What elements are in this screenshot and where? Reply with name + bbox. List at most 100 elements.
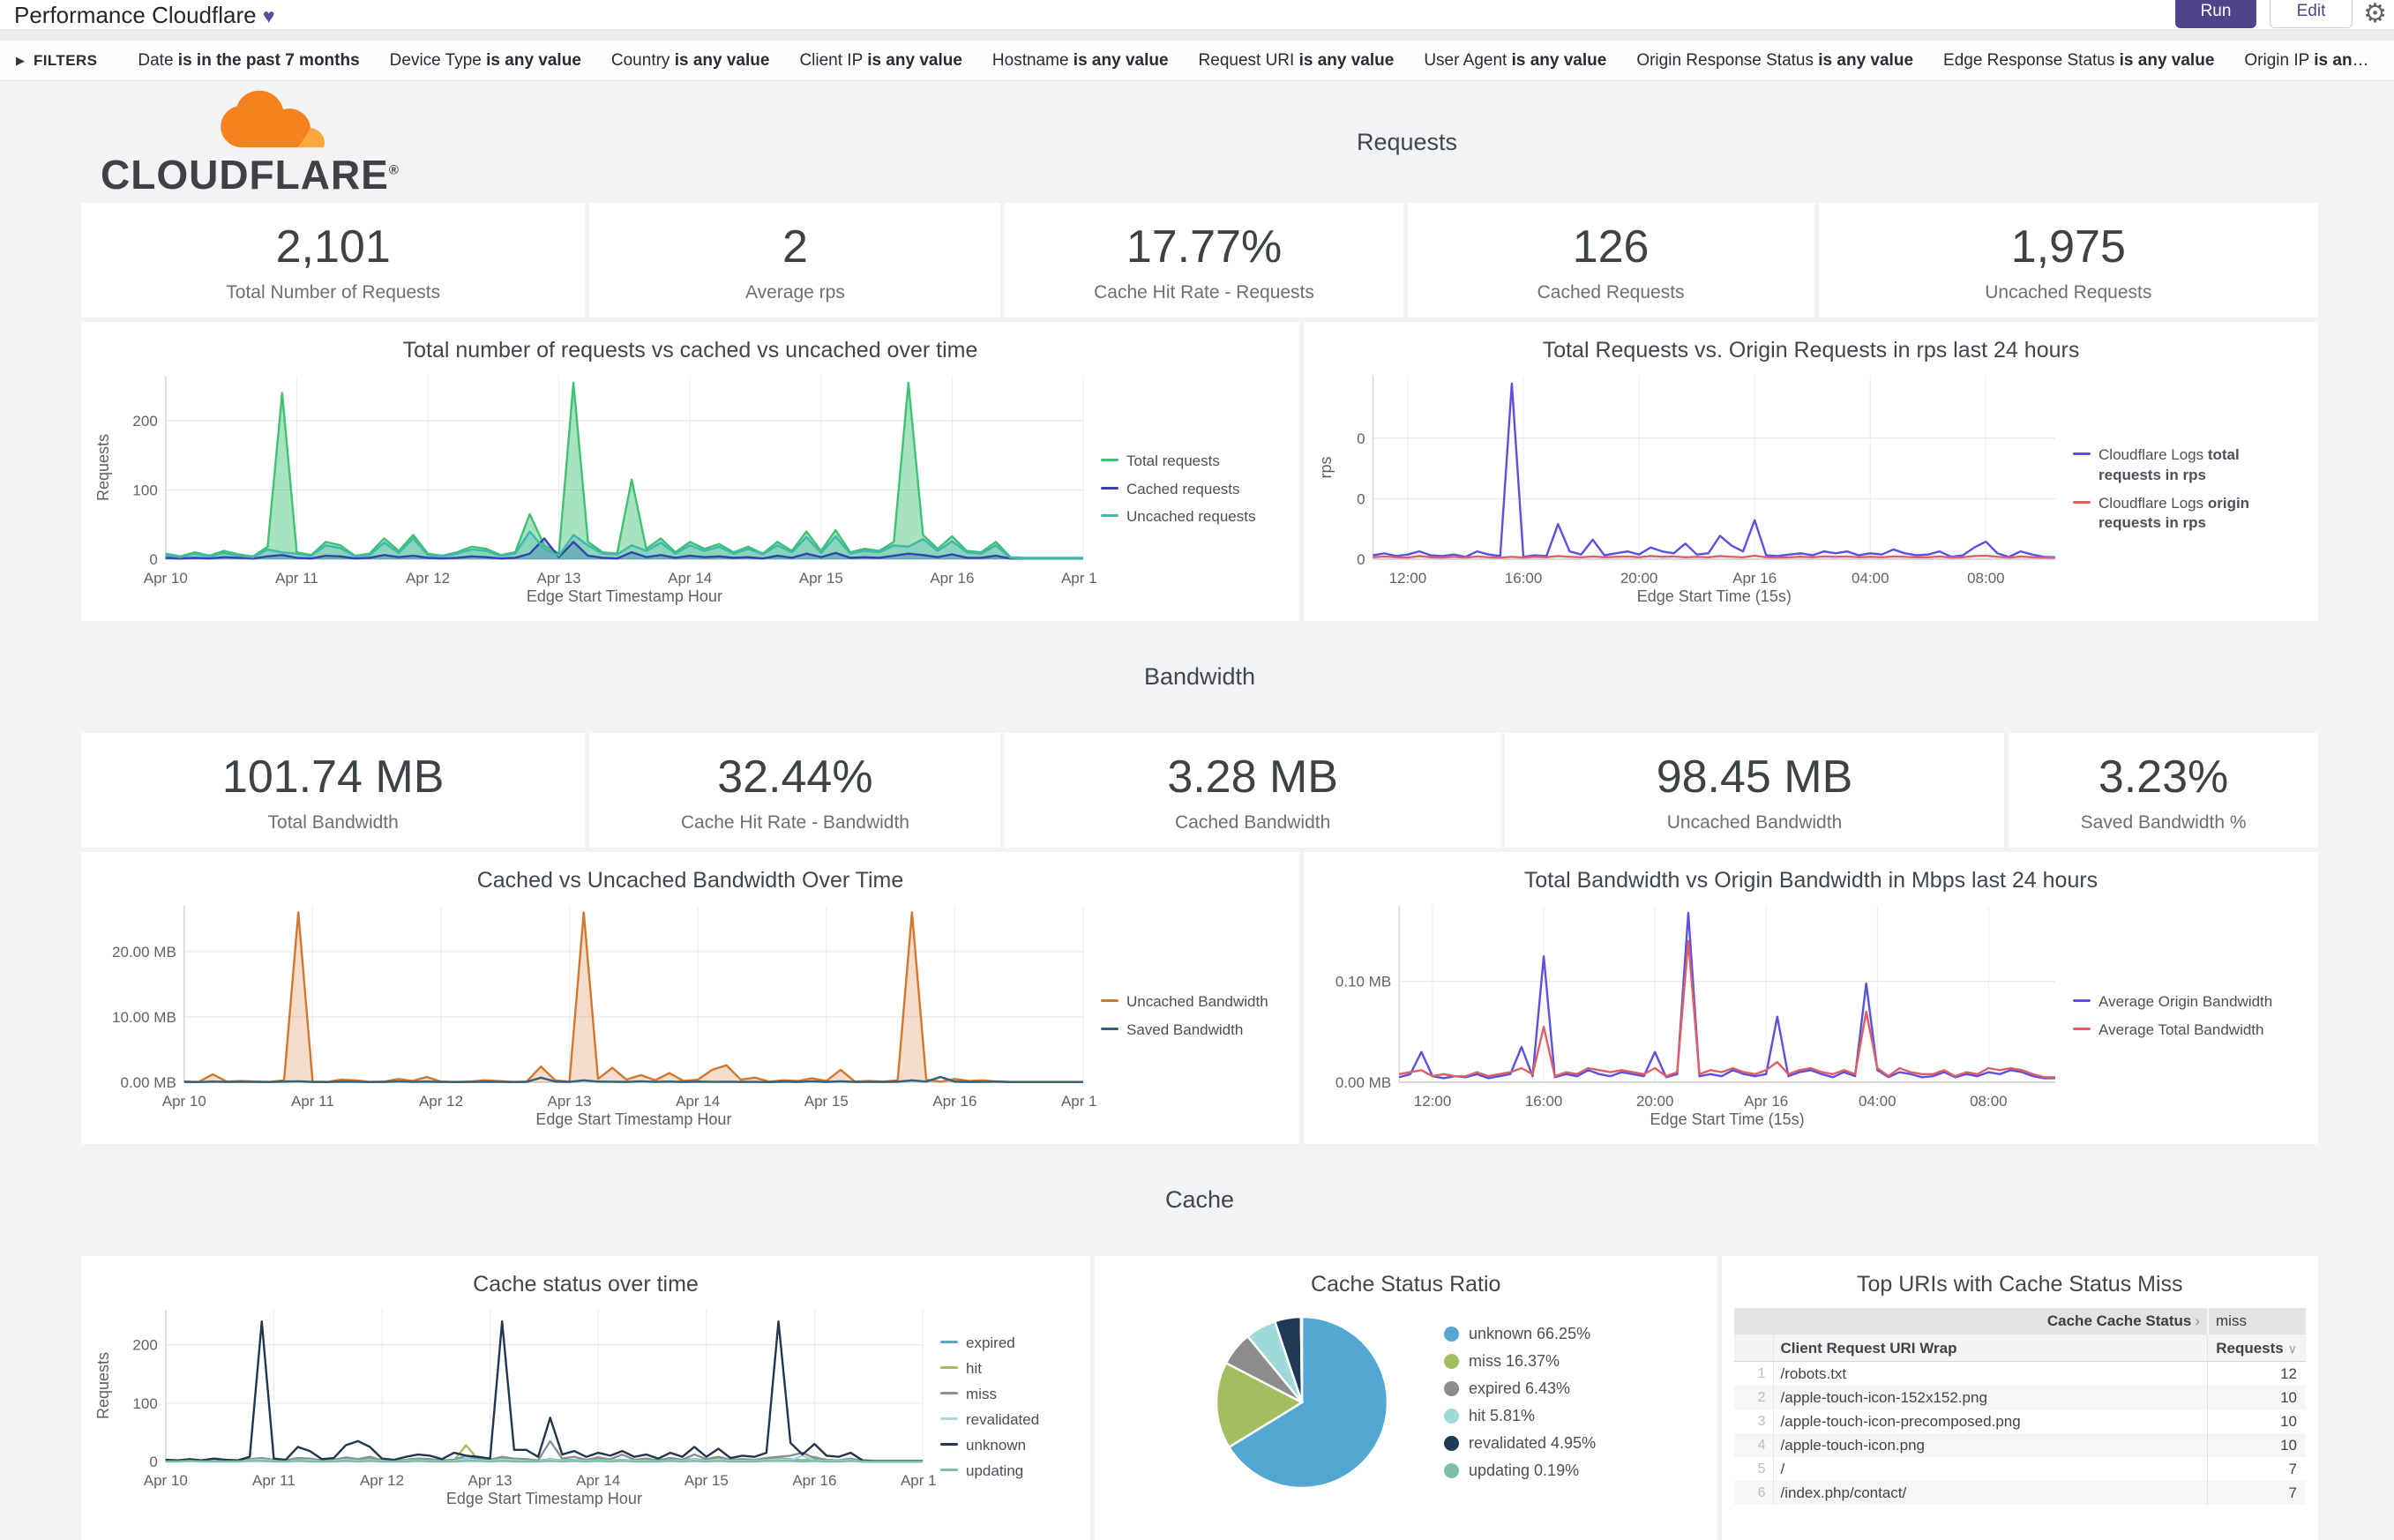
- row-number-header: [1734, 1334, 1773, 1363]
- chart-plot: 0 0 0 12:00 16:00 20:00 Apr 16 04:00 08:00 Edge S…: [1317, 376, 2056, 605]
- pie-slice-miss[interactable]: [1215, 1361, 1305, 1449]
- filters-expand-caret[interactable]: ▶: [16, 53, 25, 67]
- pie-legend-label: updating 0.19%: [1468, 1462, 1580, 1479]
- legend-dot: [1443, 1409, 1459, 1424]
- legend-item-cached-requests[interactable]: Cached requests: [1101, 480, 1278, 500]
- svg-text:0: 0: [1357, 430, 1365, 447]
- chart-rps-24h: Total Requests vs. Origin Requests in rp…: [1304, 322, 2318, 621]
- svg-text:Apr 16: Apr 16: [930, 570, 974, 587]
- table-header-row: Client Request URI Wrap Requests ∨: [1733, 1334, 2306, 1363]
- legend-item-revalidated[interactable]: revalidated: [940, 1410, 1069, 1431]
- legend-swatch: [940, 1366, 958, 1370]
- dashboard: CLOUDFLARE® Requests 2,101 Total Number o…: [0, 81, 2394, 1540]
- pie-legend-item-miss[interactable]: miss 16.37%: [1443, 1352, 1596, 1371]
- svg-text:0: 0: [1357, 490, 1365, 507]
- legend-item-total-requests[interactable]: Total requests: [1101, 452, 1278, 472]
- filter-country[interactable]: Country is any value: [610, 50, 770, 70]
- legend-item-uncached-requests[interactable]: Uncached requests: [1101, 507, 1278, 527]
- table-row[interactable]: 4/apple-touch-icon.png 10: [1733, 1433, 2306, 1457]
- pivot-field-label[interactable]: Cache Cache Status ›: [2046, 1312, 2200, 1329]
- legend-label: Cached requests: [1126, 480, 1240, 497]
- pie-legend-item-hit[interactable]: hit 5.81%: [1443, 1407, 1596, 1425]
- legend-swatch: [2073, 500, 2091, 504]
- legend-item-updating[interactable]: updating: [940, 1462, 1069, 1482]
- legend-item-expired[interactable]: expired: [940, 1334, 1069, 1354]
- table-row[interactable]: 5 /7: [1734, 1457, 2306, 1481]
- legend-swatch: [2073, 1027, 2091, 1030]
- chart-title: Cache status over time: [473, 1272, 699, 1297]
- column-header-uri[interactable]: Client Request URI Wrap: [1772, 1334, 2207, 1363]
- section-title-requests: Requests: [1356, 128, 1458, 155]
- cloudflare-wordmark: CLOUDFLARE®: [101, 151, 400, 198]
- pie-slice-updating[interactable]: [1299, 1315, 1304, 1403]
- row-number: 5: [1757, 1462, 1766, 1476]
- legend-item-average-origin-bandwidth[interactable]: Average Origin Bandwidth: [2073, 992, 2297, 1013]
- uri-cell[interactable]: /robots.txt: [1772, 1362, 2207, 1386]
- gear-icon[interactable]: ⚙: [2363, 0, 2387, 28]
- svg-text:12:00: 12:00: [1389, 570, 1427, 587]
- legend-item-hit[interactable]: hit: [940, 1359, 1069, 1379]
- table-row[interactable]: 1/robots.txt 12: [1734, 1362, 2306, 1386]
- svg-text:08:00: 08:00: [1967, 570, 2005, 587]
- legend-item-origin-requests-in-rps[interactable]: Cloudflare Logs origin requests in rps: [2073, 494, 2297, 535]
- uri-cell[interactable]: /index.php/contact/: [1772, 1481, 2207, 1505]
- pie-legend-item-unknown[interactable]: unknown 66.25%: [1443, 1325, 1596, 1343]
- stat-value: 32.44%: [717, 751, 873, 803]
- stat-tile: 3.28 MB Cached Bandwidth: [1005, 733, 1500, 848]
- table-row[interactable]: 2/apple-touch-icon-152x152.png 10: [1733, 1386, 2306, 1409]
- svg-text:Apr 16: Apr 16: [1732, 570, 1777, 587]
- legend-swatch: [1101, 486, 1118, 490]
- svg-text:100: 100: [132, 482, 157, 499]
- svg-text:Apr 10: Apr 10: [162, 1093, 206, 1110]
- column-header-requests[interactable]: Requests ∨: [2207, 1334, 2306, 1363]
- stat-tile: 2 Average rps: [589, 203, 1001, 318]
- legend-item-total-requests-in-rps[interactable]: Cloudflare Logs total requests in rps: [2073, 445, 2297, 486]
- legend-label: miss: [966, 1386, 997, 1403]
- uri-cell[interactable]: /apple-touch-icon.png: [1772, 1433, 2207, 1457]
- svg-text:0.00 MB: 0.00 MB: [120, 1074, 176, 1091]
- run-button[interactable]: Run: [2175, 0, 2256, 28]
- svg-text:20:00: 20:00: [1620, 570, 1658, 587]
- stat-value: 126: [1572, 221, 1650, 273]
- svg-text:16:00: 16:00: [1525, 1093, 1563, 1110]
- pie-legend-item-updating[interactable]: updating 0.19%: [1443, 1462, 1596, 1480]
- pie-slice-unknown[interactable]: [1227, 1315, 1389, 1490]
- legend-item-miss[interactable]: miss: [940, 1385, 1069, 1405]
- filter-client-ip[interactable]: Client IP is any value: [799, 50, 962, 70]
- legend-item-average-total-bandwidth[interactable]: Average Total Bandwidth: [2073, 1020, 2297, 1041]
- filter-date[interactable]: Date is in the past 7 months: [138, 50, 360, 70]
- legend-item-uncached-bandwidth[interactable]: Uncached Bandwidth: [1101, 992, 1278, 1013]
- stat-tile: 98.45 MB Uncached Bandwidth: [1504, 733, 2005, 848]
- chart-title: Cached vs Uncached Bandwidth Over Time: [476, 868, 904, 893]
- uri-cell[interactable]: /apple-touch-icon-precomposed.png: [1772, 1409, 2207, 1433]
- legend-item-saved-bandwidth[interactable]: Saved Bandwidth: [1101, 1020, 1278, 1041]
- filter-origin-response-status[interactable]: Origin Response Status is any value: [1636, 50, 1914, 70]
- edit-button[interactable]: Edit: [2270, 0, 2353, 28]
- filter-origin-ip[interactable]: Origin IP is any value: [2244, 50, 2378, 70]
- legend-item-unknown[interactable]: unknown: [940, 1436, 1069, 1456]
- pie-legend-item-revalidated[interactable]: revalidated 4.95%: [1443, 1434, 1596, 1453]
- legend-label: expired: [966, 1334, 1015, 1352]
- table-row[interactable]: 6/index.php/contact/7: [1733, 1481, 2306, 1505]
- filter-user-agent[interactable]: User Agent is any value: [1424, 50, 1607, 70]
- legend-dot: [1443, 1354, 1459, 1369]
- pie-legend: unknown 66.25% miss 16.37% expired 6.43% hi…: [1443, 1325, 1596, 1480]
- svg-text:Apr 17: Apr 17: [901, 1472, 937, 1489]
- svg-text:Apr 10: Apr 10: [144, 1472, 188, 1489]
- filter-hostname[interactable]: Hostname is any value: [991, 50, 1169, 70]
- pie-legend-item-expired[interactable]: expired 6.43%: [1443, 1379, 1596, 1398]
- stat-value: 1,975: [2010, 221, 2126, 273]
- filter-request-uri[interactable]: Request URI is any value: [1198, 50, 1395, 70]
- table-row[interactable]: 3/apple-touch-icon-precomposed.png 10: [1734, 1409, 2306, 1433]
- legend-label: hit: [966, 1360, 982, 1378]
- legend-swatch: [1101, 458, 1118, 461]
- filter-edge-response-status[interactable]: Edge Response Status is any value: [1943, 50, 2215, 70]
- requests-stat-tiles: 2,101 Total Number of Requests 2 Average rp…: [81, 203, 2318, 318]
- stat-label: Cached Bandwidth: [1174, 812, 1331, 833]
- uri-cell[interactable]: /: [1772, 1457, 2207, 1481]
- uri-cell[interactable]: /apple-touch-icon-152x152.png: [1772, 1386, 2207, 1409]
- chart-legend: Cloudflare Logs total requests in rps Clo…: [2069, 367, 2297, 612]
- filter-device-type[interactable]: Device Type is any value: [389, 50, 581, 70]
- svg-text:16:00: 16:00: [1505, 570, 1543, 587]
- stat-tile: 32.44% Cache Hit Rate - Bandwidth: [589, 733, 1001, 848]
